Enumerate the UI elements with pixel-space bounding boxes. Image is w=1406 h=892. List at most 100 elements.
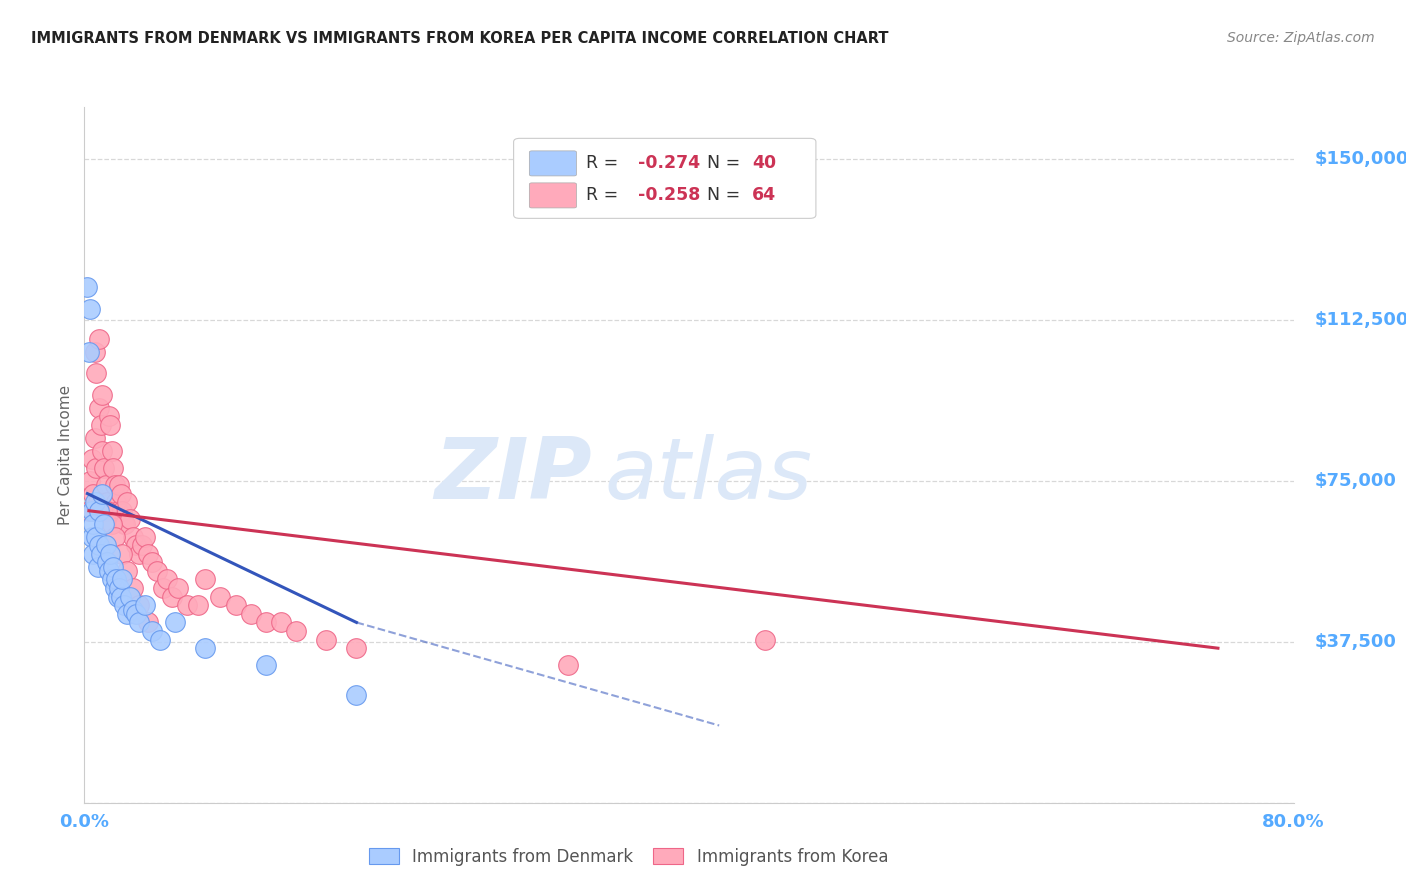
- Point: [101, 559, 124, 574]
- Point: [91, 388, 114, 402]
- Point: [97, 564, 120, 578]
- Point: [110, 590, 132, 604]
- Point: [136, 547, 159, 561]
- Point: [111, 504, 134, 518]
- Point: [89, 538, 111, 552]
- FancyBboxPatch shape: [529, 183, 576, 208]
- Point: [110, 486, 132, 500]
- Point: [77, 504, 100, 518]
- Point: [284, 624, 308, 638]
- Point: [111, 547, 134, 561]
- Point: [156, 573, 179, 587]
- Point: [128, 615, 150, 630]
- Point: [557, 658, 579, 673]
- Point: [96, 555, 118, 569]
- Point: [80, 529, 103, 543]
- Point: [90, 547, 112, 561]
- Point: [98, 417, 121, 432]
- Point: [82, 547, 104, 561]
- Point: [112, 599, 135, 613]
- Y-axis label: Per Capita Income: Per Capita Income: [58, 384, 73, 525]
- Point: [84, 344, 107, 359]
- Point: [93, 516, 115, 531]
- Point: [111, 573, 134, 587]
- Point: [134, 529, 156, 543]
- FancyBboxPatch shape: [529, 151, 576, 176]
- Point: [176, 599, 198, 613]
- Point: [163, 615, 186, 630]
- Point: [97, 409, 120, 424]
- Point: [108, 478, 131, 492]
- Point: [90, 417, 112, 432]
- Legend: Immigrants from Denmark, Immigrants from Korea: Immigrants from Denmark, Immigrants from…: [360, 839, 897, 874]
- Point: [100, 516, 122, 531]
- Point: [134, 599, 156, 613]
- Point: [84, 495, 107, 509]
- Point: [86, 529, 108, 543]
- Point: [98, 547, 121, 561]
- Text: $75,000: $75,000: [1315, 472, 1396, 490]
- Point: [96, 495, 118, 509]
- Point: [82, 486, 104, 500]
- Point: [108, 581, 131, 595]
- Point: [167, 581, 190, 595]
- Text: $150,000: $150,000: [1315, 150, 1406, 168]
- Point: [104, 581, 127, 595]
- Point: [91, 486, 114, 500]
- Point: [128, 599, 150, 613]
- Point: [91, 443, 114, 458]
- Point: [104, 478, 127, 492]
- Point: [93, 460, 115, 475]
- Text: Source: ZipAtlas.com: Source: ZipAtlas.com: [1227, 31, 1375, 45]
- Point: [346, 689, 368, 703]
- Point: [89, 332, 111, 346]
- Text: IMMIGRANTS FROM DENMARK VS IMMIGRANTS FROM KOREA PER CAPITA INCOME CORRELATION C: IMMIGRANTS FROM DENMARK VS IMMIGRANTS FR…: [31, 31, 889, 46]
- Point: [107, 504, 129, 518]
- Point: [77, 344, 100, 359]
- Point: [94, 538, 117, 552]
- Point: [136, 615, 159, 630]
- Text: R =: R =: [586, 186, 624, 204]
- FancyBboxPatch shape: [513, 138, 815, 219]
- Point: [84, 431, 107, 445]
- Point: [86, 460, 108, 475]
- Point: [101, 460, 124, 475]
- Point: [112, 516, 135, 531]
- Point: [118, 512, 141, 526]
- Text: $112,500: $112,500: [1315, 310, 1406, 328]
- Point: [114, 516, 136, 531]
- Point: [146, 564, 169, 578]
- Point: [254, 658, 277, 673]
- Point: [225, 599, 247, 613]
- Point: [152, 581, 174, 595]
- Point: [94, 478, 117, 492]
- Point: [104, 529, 127, 543]
- Point: [149, 632, 172, 647]
- Point: [89, 504, 111, 518]
- Point: [100, 573, 122, 587]
- Point: [160, 590, 183, 604]
- Point: [239, 607, 262, 621]
- Point: [270, 615, 292, 630]
- Point: [115, 607, 138, 621]
- Point: [87, 559, 110, 574]
- Point: [96, 504, 118, 518]
- Point: [105, 573, 128, 587]
- Point: [115, 564, 138, 578]
- Point: [86, 367, 108, 381]
- Point: [89, 401, 111, 415]
- Text: -0.258: -0.258: [638, 186, 700, 204]
- Text: R =: R =: [586, 154, 624, 172]
- Text: N =: N =: [707, 154, 745, 172]
- Point: [121, 529, 143, 543]
- Point: [79, 301, 101, 316]
- Text: 40: 40: [752, 154, 776, 172]
- Text: N =: N =: [707, 186, 745, 204]
- Point: [125, 538, 148, 552]
- Point: [107, 590, 129, 604]
- Point: [194, 641, 217, 656]
- Text: atlas: atlas: [605, 434, 813, 517]
- Point: [80, 452, 103, 467]
- Point: [754, 632, 776, 647]
- Point: [115, 495, 138, 509]
